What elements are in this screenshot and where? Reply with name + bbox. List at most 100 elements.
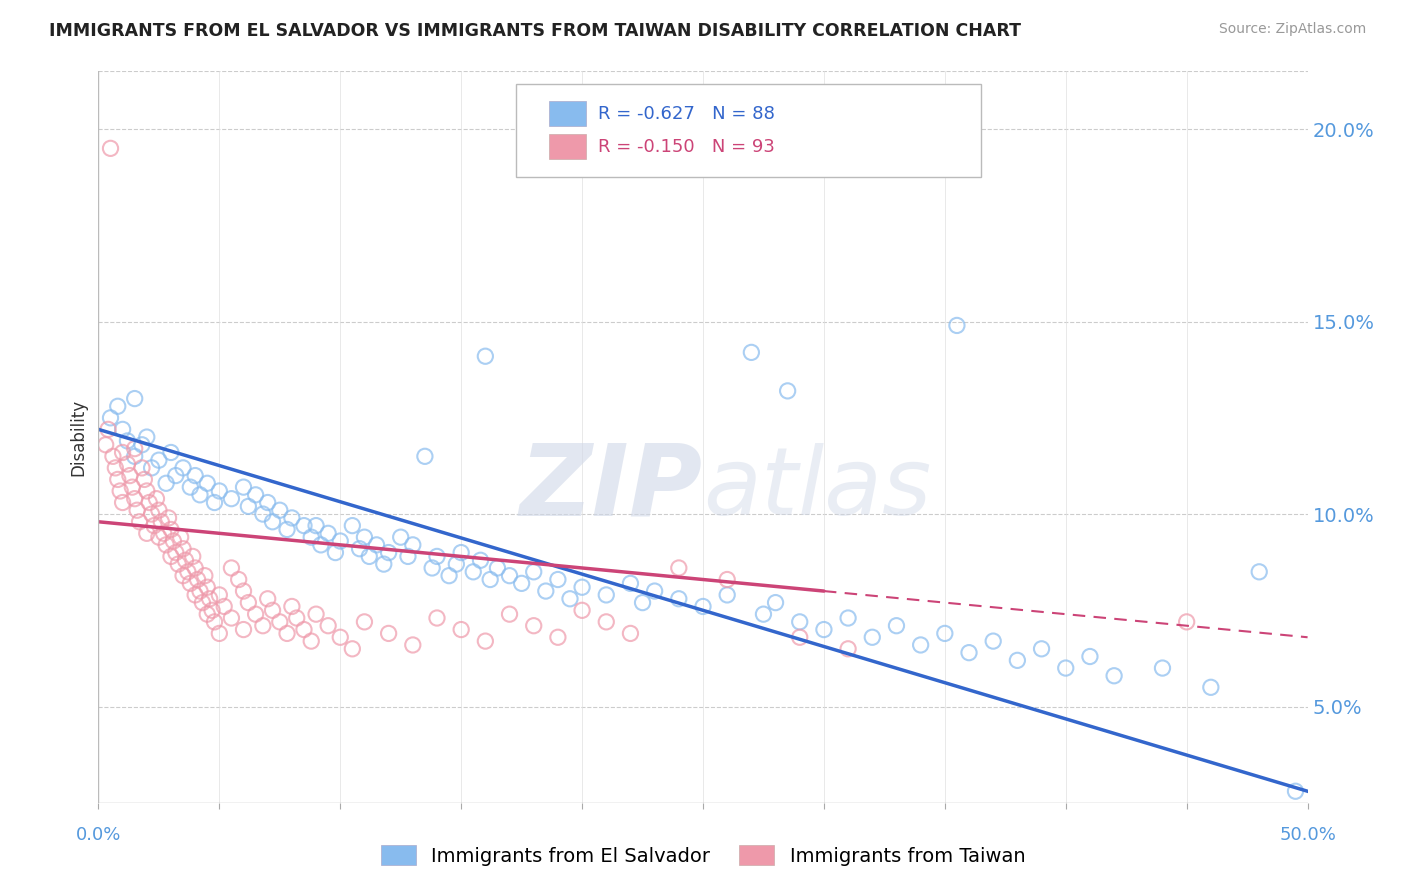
Legend: Immigrants from El Salvador, Immigrants from Taiwan: Immigrants from El Salvador, Immigrants … <box>373 838 1033 873</box>
Point <box>184 561 207 575</box>
Point <box>342 518 364 533</box>
Point <box>135 526 157 541</box>
Point <box>934 626 956 640</box>
Point <box>558 591 581 606</box>
Point <box>188 488 211 502</box>
Point <box>479 573 502 587</box>
Point <box>172 461 194 475</box>
Point <box>172 541 194 556</box>
Point <box>238 596 260 610</box>
Point <box>789 630 811 644</box>
Point <box>1054 661 1077 675</box>
Text: ZIP: ZIP <box>520 440 703 537</box>
Point <box>1249 565 1271 579</box>
Y-axis label: Disability: Disability <box>69 399 87 475</box>
Point <box>389 530 412 544</box>
Point <box>204 615 226 629</box>
Point <box>1152 661 1174 675</box>
Point <box>299 530 322 544</box>
Point <box>595 588 617 602</box>
Point <box>886 618 908 632</box>
Point <box>437 568 460 582</box>
Point <box>446 557 468 571</box>
Point <box>1031 641 1053 656</box>
Point <box>262 515 284 529</box>
Point <box>169 530 191 544</box>
Point <box>837 641 859 656</box>
Point <box>160 445 183 459</box>
Point <box>162 534 184 549</box>
Point <box>450 623 472 637</box>
Point <box>813 623 835 637</box>
Point <box>547 630 569 644</box>
Point <box>342 641 364 656</box>
Point <box>413 450 436 464</box>
Point <box>262 603 284 617</box>
Point <box>692 599 714 614</box>
Point <box>124 392 146 406</box>
Point <box>957 646 980 660</box>
Point <box>619 576 641 591</box>
Point <box>127 503 149 517</box>
Point <box>179 480 201 494</box>
Point <box>276 626 298 640</box>
Point <box>276 523 298 537</box>
Point <box>204 495 226 509</box>
Text: R = -0.150   N = 93: R = -0.150 N = 93 <box>598 137 775 156</box>
Point <box>252 507 274 521</box>
Point <box>131 461 153 475</box>
Point <box>498 607 520 622</box>
Point <box>1175 615 1198 629</box>
Point <box>97 422 120 436</box>
Point <box>208 626 231 640</box>
Point <box>135 430 157 444</box>
Point <box>177 565 200 579</box>
Point <box>134 472 156 486</box>
Text: IMMIGRANTS FROM EL SALVADOR VS IMMIGRANTS FROM TAIWAN DISABILITY CORRELATION CHA: IMMIGRANTS FROM EL SALVADOR VS IMMIGRANT… <box>49 22 1021 40</box>
Point <box>143 518 166 533</box>
Point <box>619 626 641 640</box>
Point <box>232 480 254 494</box>
Point <box>981 634 1004 648</box>
Point <box>228 573 250 587</box>
Point <box>353 530 375 544</box>
Point <box>716 573 738 587</box>
Point <box>131 438 153 452</box>
Point <box>124 450 146 464</box>
Point <box>252 618 274 632</box>
Point <box>329 630 352 644</box>
Point <box>124 442 146 456</box>
Point <box>470 553 492 567</box>
Point <box>377 626 399 640</box>
Point <box>292 518 315 533</box>
Point <box>208 588 231 602</box>
Point <box>232 584 254 599</box>
Point <box>752 607 775 622</box>
Point <box>165 468 187 483</box>
Point <box>107 472 129 486</box>
Point <box>198 591 221 606</box>
Point <box>138 495 160 509</box>
Point <box>571 603 593 617</box>
Point <box>179 576 201 591</box>
Point <box>1199 681 1222 695</box>
Point <box>402 638 425 652</box>
Point <box>135 483 157 498</box>
Text: R = -0.627   N = 88: R = -0.627 N = 88 <box>598 104 775 123</box>
Point <box>256 591 278 606</box>
Text: 50.0%: 50.0% <box>1279 826 1336 844</box>
Point <box>1102 669 1125 683</box>
Point <box>946 318 969 333</box>
Point <box>221 611 243 625</box>
Point <box>191 596 214 610</box>
Point <box>373 557 395 571</box>
Point <box>111 422 134 436</box>
Point <box>108 483 131 498</box>
Point <box>172 568 194 582</box>
Point <box>644 584 666 599</box>
Point <box>668 561 690 575</box>
Point <box>765 596 787 610</box>
Point <box>165 545 187 559</box>
Point <box>463 565 485 579</box>
Point <box>402 538 425 552</box>
